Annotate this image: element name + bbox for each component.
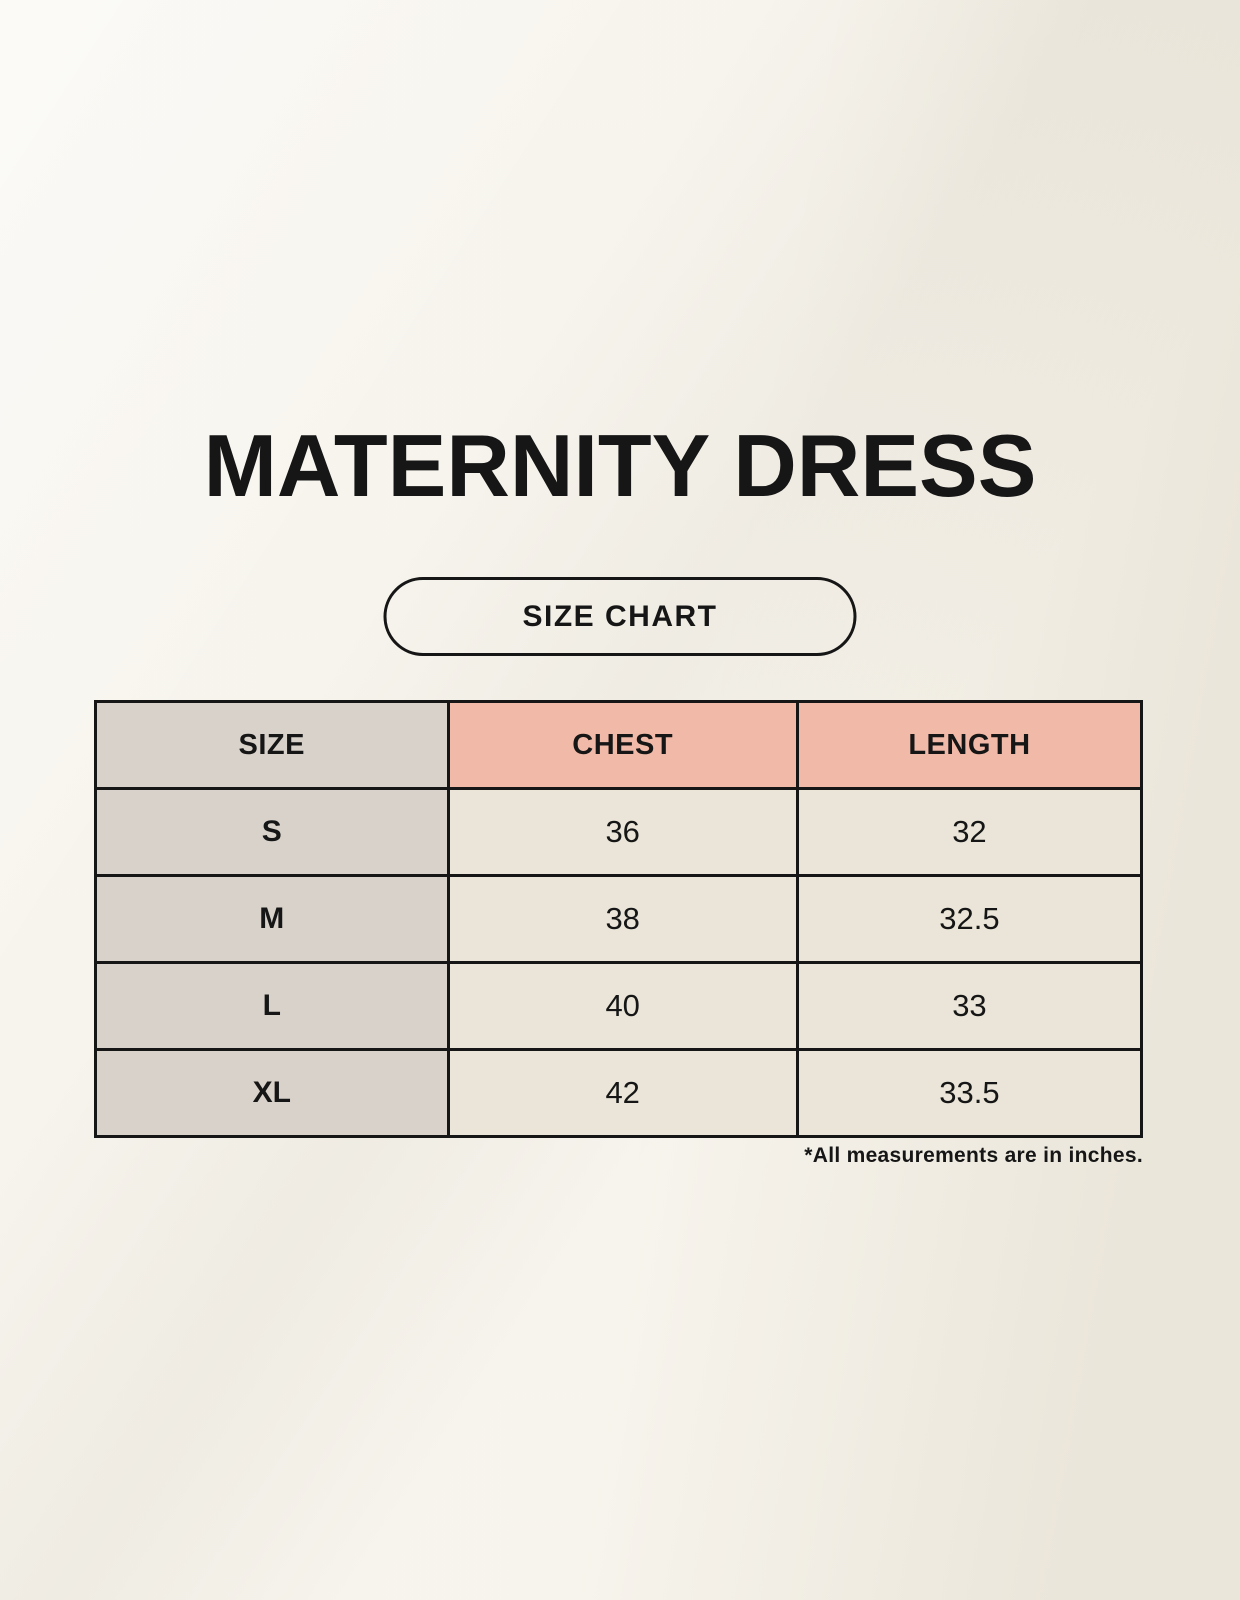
size-table: SIZE CHEST LENGTH S 36 32 M 38 32.5 L <box>94 700 1144 1138</box>
page-title: MATERNITY DRESS <box>203 416 1037 515</box>
table-row: S 36 32 <box>94 787 1144 877</box>
size-cell: XL <box>94 1048 450 1138</box>
chest-value: 42 <box>446 1048 799 1138</box>
size-cell: M <box>94 874 450 964</box>
column-header-chest: CHEST <box>446 700 799 790</box>
column-header-length: LENGTH <box>795 700 1144 790</box>
chest-value: 36 <box>446 787 799 877</box>
table-header-row: SIZE CHEST LENGTH <box>94 700 1144 790</box>
size-table-container: SIZE CHEST LENGTH S 36 32 M 38 32.5 L <box>94 700 1144 1138</box>
length-value: 32 <box>795 787 1144 877</box>
table-row: XL 42 33.5 <box>94 1048 1144 1138</box>
column-header-size: SIZE <box>94 700 450 790</box>
measurements-footnote: *All measurements are in inches. <box>804 1144 1143 1167</box>
length-value: 33.5 <box>795 1048 1144 1138</box>
size-cell: S <box>94 787 450 877</box>
table-row: M 38 32.5 <box>94 874 1144 964</box>
size-chart-badge: SIZE CHART <box>383 577 857 656</box>
size-cell: L <box>94 961 450 1051</box>
length-value: 33 <box>795 961 1144 1051</box>
table-row: L 40 33 <box>94 961 1144 1051</box>
chest-value: 38 <box>446 874 799 964</box>
chest-value: 40 <box>446 961 799 1051</box>
size-chart-badge-label: SIZE CHART <box>522 599 718 633</box>
length-value: 32.5 <box>795 874 1144 964</box>
